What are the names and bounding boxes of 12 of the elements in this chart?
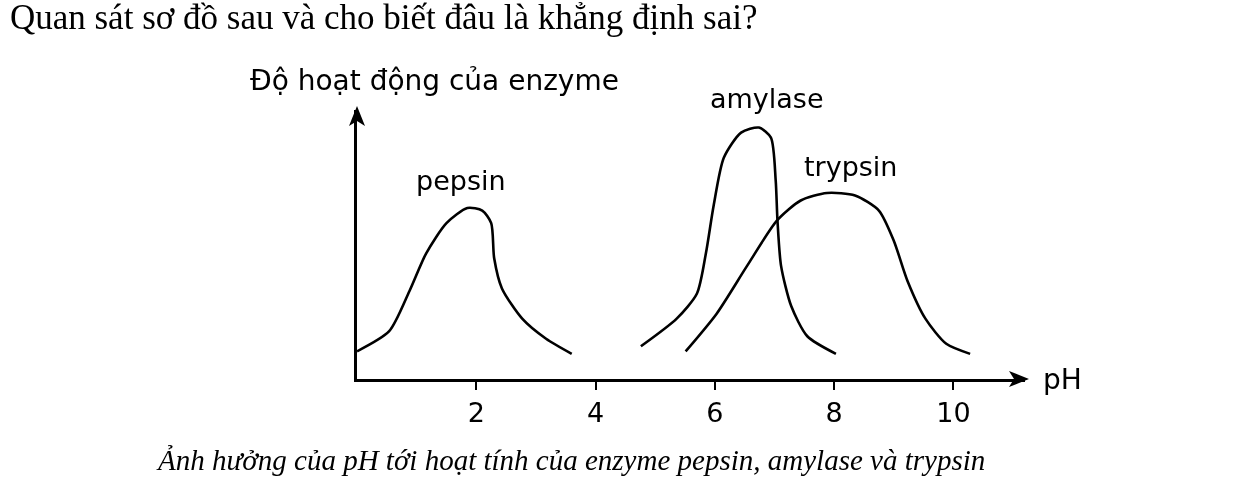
chart-title: Quan sát sơ đồ sau và cho biết đâu là khẳng định sai? [9, 0, 758, 38]
series-label: amylase [710, 83, 824, 114]
x-tick-label: 10 [936, 397, 971, 429]
x-tick-label: 4 [586, 397, 605, 429]
series-label: pepsin [416, 165, 506, 196]
x-tick-label: 6 [706, 397, 724, 429]
text: Ảnh hưởng của pH tới hoạt tính của enzyme pepsin, amylase và trypsin [156, 444, 986, 476]
x-tick-label: 8 [825, 397, 843, 429]
x-axis-title: pH [1043, 363, 1082, 396]
series-label: trypsin [804, 151, 898, 182]
x-tick-label: 2 [467, 397, 485, 429]
y-axis-title: Độ hoạt động của enzyme [250, 64, 619, 97]
